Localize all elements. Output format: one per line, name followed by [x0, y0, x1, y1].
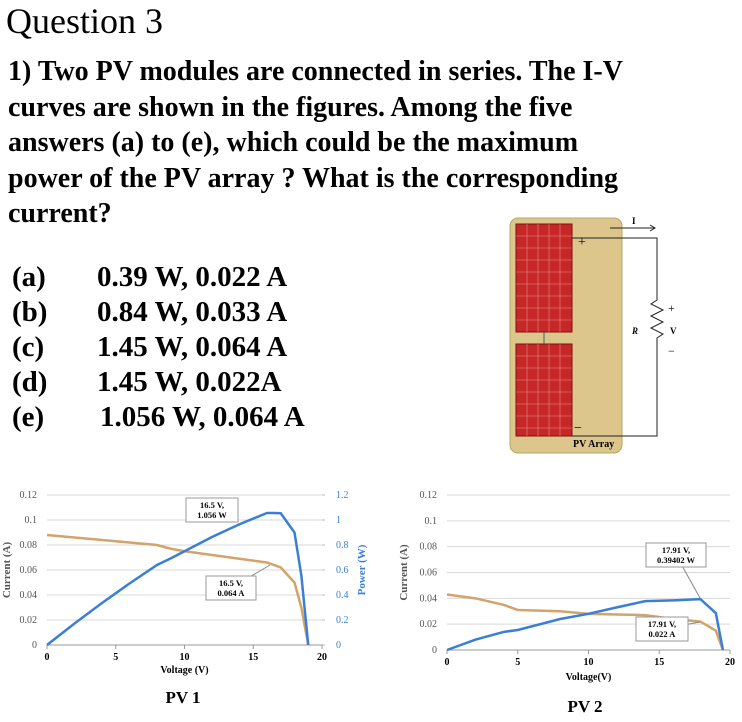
callout-box: [185, 497, 239, 523]
series-line: [446, 597, 725, 652]
x-tick-label: 5: [515, 657, 520, 668]
callout-text: 17.91 V,: [648, 619, 676, 629]
callout-box: [635, 616, 689, 642]
callout-text: 16.5 V,: [219, 578, 243, 588]
option-label: (b): [12, 296, 48, 328]
option-label: (c): [12, 331, 45, 363]
circuit-diagram: + − I R + V − PV Array: [509, 216, 677, 454]
y-axis-label: Current (A): [1, 542, 13, 599]
circuit-wire: [572, 237, 665, 437]
x-tick-label: 20: [317, 652, 327, 663]
x-tick-label: 0: [45, 652, 50, 663]
y-tick-label: 0.04: [20, 590, 38, 601]
voltage-plus: +: [668, 301, 675, 315]
callout-text: 0.022 A: [649, 629, 677, 639]
chart: 0 0.02 0.04 0.06 0.08 0.1 0.12 0 5 10 15 20 Voltage(…: [398, 490, 735, 716]
panel: [515, 343, 573, 437]
current-arrow: [610, 224, 656, 232]
x-tick-label: 15: [248, 652, 258, 663]
callout-text: 17.91 V,: [662, 545, 690, 555]
x-axis-label: Voltage(V): [566, 672, 612, 683]
option-answer: 0.84 W, 0.033 A: [97, 296, 288, 328]
question-line: curves are shown in the figures. Among t…: [8, 91, 573, 123]
y-tick-label: 0: [32, 640, 37, 651]
callout-text: 0.064 A: [218, 588, 246, 598]
y-tick-label: 0.1: [25, 515, 38, 526]
x-tick-label: 0: [445, 657, 450, 668]
y-tick-label: 0.06: [420, 568, 438, 579]
voltage-label: V: [670, 326, 677, 336]
y2-tick-label: 0.2: [336, 615, 349, 626]
y-tick-label: 0.1: [425, 516, 438, 527]
y2-axis-label: Power (W): [356, 544, 368, 595]
y-tick-label: 0: [432, 645, 437, 656]
y2-tick-label: 0.6: [336, 565, 349, 576]
y-tick-label: 0.04: [420, 593, 438, 604]
option-label: (a): [12, 261, 46, 293]
x-tick-label: 10: [180, 652, 190, 663]
y-axis-label: Current (A): [398, 544, 410, 601]
y-tick-label: 0.06: [20, 565, 38, 576]
y-tick-label: 0.08: [420, 542, 438, 553]
option-answer: 1.056 W, 0.064 A: [100, 401, 305, 433]
question-line: power of the PV array ? What is the corr…: [8, 162, 619, 194]
x-axis-label: Voltage (V): [160, 665, 208, 676]
callout-box: [645, 542, 707, 568]
array-caption: PV Array: [573, 439, 614, 450]
option-label: (d): [12, 366, 48, 398]
question-line: 1) Two PV modules are connected in serie…: [8, 56, 623, 87]
y-tick-label: 0.02: [20, 615, 38, 626]
option-label: (e): [12, 401, 45, 433]
chart-caption: PV 2: [567, 697, 602, 716]
y2-tick-label: 0: [336, 640, 341, 651]
y-tick-label: 0.12: [20, 490, 38, 501]
y2-tick-label: 0.4: [336, 590, 349, 601]
callout-text: 0.39402 W: [657, 555, 696, 565]
chart-caption: PV 1: [165, 688, 200, 707]
title: Question 3: [6, 1, 163, 41]
y2-tick-label: 1.2: [336, 490, 349, 501]
y-tick-label: 0.08: [20, 540, 38, 551]
series-line: [46, 511, 310, 646]
minus-terminal: −: [574, 421, 582, 436]
y-tick-label: 0.12: [420, 490, 438, 501]
chart: 0 0.02 0.04 0.06 0.08 0.1 0.12 0 0.2 0.4 0.6 0.8 1 1.…: [1, 490, 368, 707]
y-tick-label: 0.02: [420, 619, 438, 630]
current-label: I: [632, 216, 636, 226]
x-tick-label: 10: [584, 657, 594, 668]
x-tick-label: 5: [113, 652, 118, 663]
callout-text: 16.5 V,: [200, 500, 224, 510]
panel: [515, 223, 573, 333]
voltage-minus: −: [668, 344, 675, 358]
series-line: [446, 593, 725, 651]
callout-text: 1.056 W: [197, 510, 227, 520]
x-tick-label: 20: [725, 657, 735, 668]
x-tick-label: 15: [654, 657, 664, 668]
option-answer: 1.45 W, 0.022A: [97, 366, 282, 398]
option-answer: 0.39 W, 0.022 A: [97, 261, 288, 293]
y2-tick-label: 1: [336, 515, 341, 526]
series-line: [46, 533, 310, 646]
question-line: answers (a) to (e), which could be the m…: [8, 127, 579, 158]
plus-terminal: +: [578, 235, 586, 250]
option-answer: 1.45 W, 0.064 A: [97, 331, 288, 363]
question-line: current?: [8, 198, 112, 229]
y2-tick-label: 0.8: [336, 540, 349, 551]
callout-box: [205, 575, 257, 601]
panel-cells: [516, 224, 572, 436]
resistor-label: R: [631, 326, 638, 336]
